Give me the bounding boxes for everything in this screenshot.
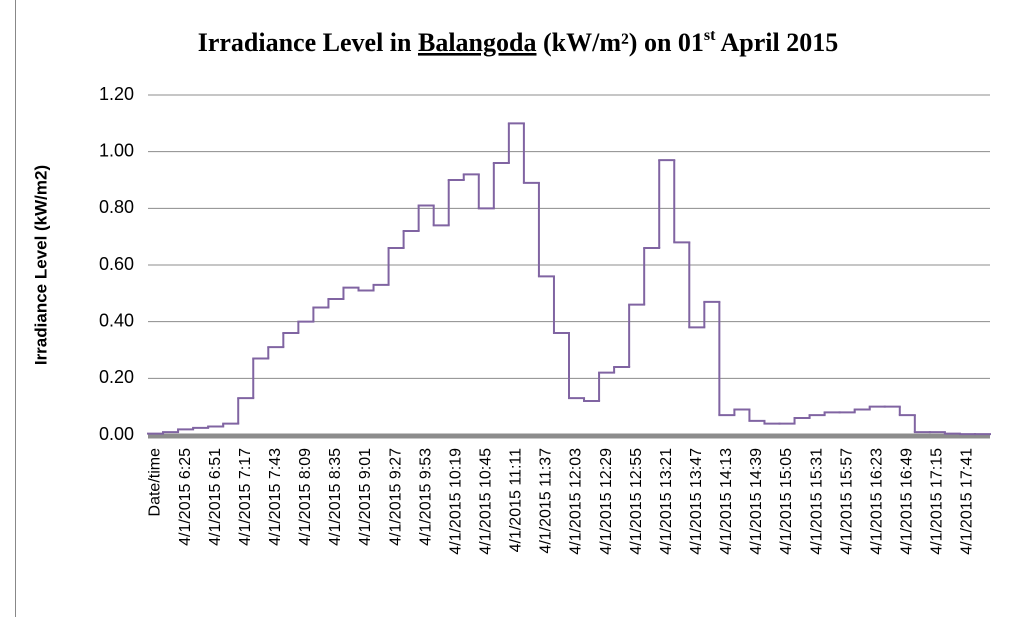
x-tick-label: 4/1/2015 14:39	[748, 448, 765, 555]
title-part: Irradiance Level in	[198, 28, 418, 57]
x-tick-label: 4/1/2015 8:09	[297, 448, 314, 546]
x-tick-label: 4/1/2015 13:47	[688, 448, 705, 555]
x-tick-label: 4/1/2015 11:11	[508, 448, 525, 552]
x-tick-label: 4/1/2015 11:37	[538, 448, 555, 554]
y-tick-label: 0.00	[99, 424, 134, 444]
x-tick-label: 4/1/2015 16:49	[899, 448, 916, 555]
x-tick-label: 4/1/2015 9:53	[417, 448, 434, 546]
frame	[15, 0, 1013, 617]
x-tick-label: 4/1/2015 8:35	[327, 448, 344, 546]
x-tick-label: Date/time	[147, 448, 164, 517]
title-part: (kW/m²) on 01	[536, 28, 703, 57]
x-tick-label: 4/1/2015 9:01	[357, 448, 374, 546]
x-tick-label: 4/1/2015 10:45	[478, 448, 495, 555]
chart-title: Irradiance Level in Balangoda (kW/m²) on…	[198, 27, 839, 57]
x-tick-label: 4/1/2015 6:25	[177, 448, 194, 546]
x-tick-label: 4/1/2015 15:57	[838, 448, 855, 555]
y-tick-label: 0.80	[99, 197, 134, 217]
x-tick-label: 4/1/2015 10:19	[447, 448, 464, 555]
y-tick-label: 1.00	[99, 140, 134, 160]
x-tick-label: 4/1/2015 16:23	[868, 448, 885, 555]
x-tick-label: 4/1/2015 13:21	[658, 448, 675, 555]
title-part: st	[704, 27, 716, 44]
title-part: Balangoda	[418, 28, 537, 57]
x-tick-label: 4/1/2015 7:17	[237, 448, 254, 546]
x-tick-label: 4/1/2015 15:05	[778, 448, 795, 555]
y-tick-label: 0.40	[99, 310, 134, 330]
y-tick-label: 0.20	[99, 367, 134, 387]
x-tick-label: 4/1/2015 6:51	[207, 448, 224, 546]
y-axis-label: Irradiance Level (kW/m2)	[31, 165, 50, 365]
x-tick-label: 4/1/2015 12:29	[598, 448, 615, 555]
x-tick-label: 4/1/2015 12:55	[628, 448, 645, 555]
x-tick-label: 4/1/2015 7:43	[267, 448, 284, 546]
x-tick-label: 4/1/2015 9:27	[387, 448, 404, 546]
x-tick-label: 4/1/2015 14:13	[718, 448, 735, 555]
title-part: April 2015	[715, 28, 838, 57]
y-tick-label: 0.60	[99, 254, 134, 274]
x-tick-label: 4/1/2015 12:03	[568, 448, 585, 555]
x-tick-label: 4/1/2015 15:31	[808, 448, 825, 555]
x-tick-label: 4/1/2015 17:15	[929, 448, 946, 555]
y-tick-label: 1.20	[99, 84, 134, 104]
x-tick-label: 4/1/2015 17:41	[959, 448, 976, 555]
